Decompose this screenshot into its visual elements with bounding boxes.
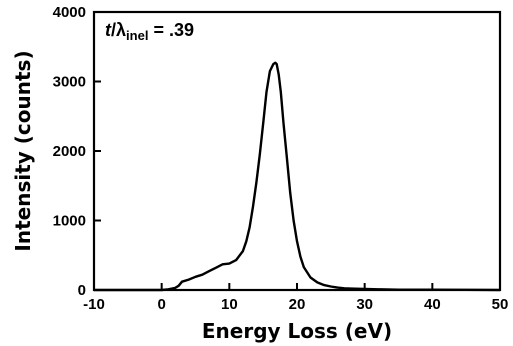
x-tick-label: 30: [356, 296, 373, 313]
x-tick-label: -10: [83, 296, 105, 313]
y-tick-label: 4000: [53, 4, 86, 21]
annotation-text: t/λinel = .39: [105, 20, 194, 43]
y-tick-label: 1000: [53, 213, 86, 230]
y-axis-label: Intensity (counts): [11, 50, 35, 251]
plot-area: [92, 10, 502, 292]
annotation-subscript: inel: [126, 28, 148, 43]
y-axis-ticks: 0 1000 2000 3000 4000: [53, 4, 101, 299]
data-series-line: [94, 61, 501, 292]
y-tick-label: 2000: [53, 143, 86, 160]
x-tick-label: 10: [221, 296, 238, 313]
x-tick-label: 20: [289, 296, 306, 313]
y-tick-label: 0: [78, 282, 86, 299]
annotation-lambda: λ: [116, 20, 126, 40]
x-axis-ticks: -10 0 10 20 30 40 50: [83, 283, 508, 313]
x-tick-label: 0: [157, 296, 165, 313]
y-tick-label: 3000: [53, 74, 86, 91]
annotation-slash: /: [111, 20, 116, 40]
x-axis-label: Energy Loss (eV): [202, 319, 392, 343]
annotation-t: t: [105, 20, 112, 40]
plot-frame: [92, 10, 502, 292]
x-tick-label: 40: [424, 296, 441, 313]
x-tick-label: 50: [492, 296, 509, 313]
annotation-value: = .39: [148, 20, 194, 40]
